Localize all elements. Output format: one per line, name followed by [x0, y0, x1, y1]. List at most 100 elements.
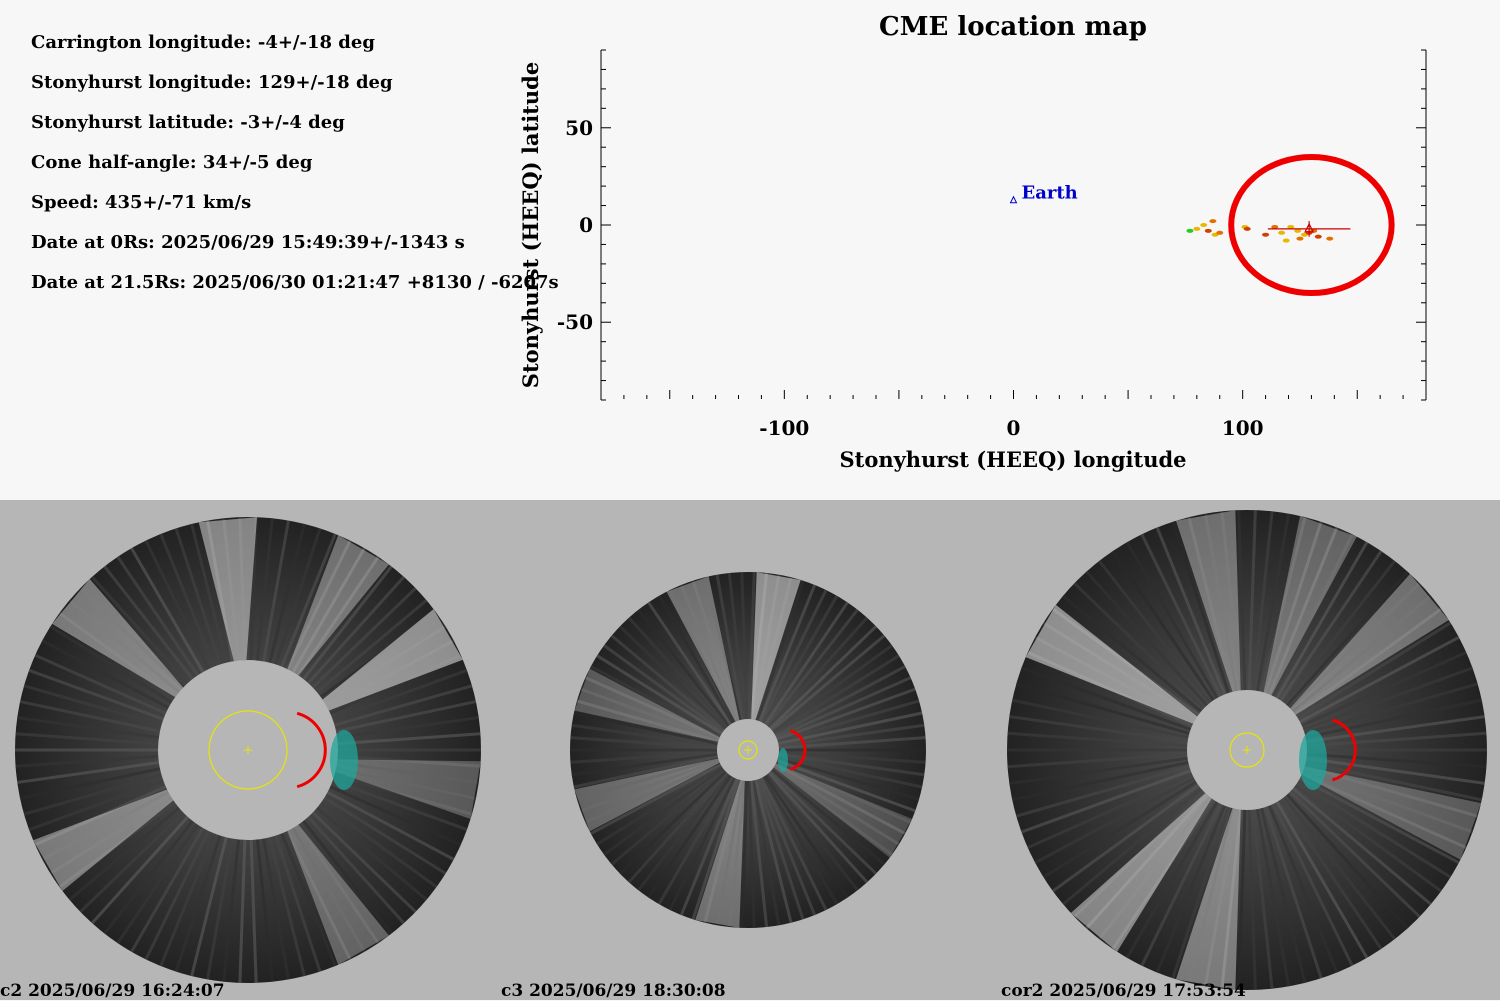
radial-streak — [1125, 801, 1219, 959]
radial-streak — [1247, 510, 1257, 691]
radial-streak — [332, 668, 468, 721]
coronal-streamer — [287, 535, 389, 676]
radial-streak — [1020, 769, 1192, 834]
radial-streak — [302, 819, 393, 935]
radial-streak — [255, 839, 274, 982]
radial-streak — [1098, 559, 1212, 704]
radial-streak — [1260, 807, 1307, 984]
radial-streak — [603, 767, 724, 856]
radial-streak — [703, 576, 742, 721]
detection-point — [1294, 228, 1302, 233]
radial-streak — [576, 699, 719, 743]
radial-streak — [190, 836, 228, 977]
radial-streak — [657, 776, 734, 905]
radial-streak — [291, 547, 366, 673]
radial-streak — [751, 780, 781, 926]
radial-streak — [749, 780, 769, 928]
radial-streak — [255, 518, 274, 661]
radial-streak — [596, 765, 723, 846]
radial-streak — [17, 761, 160, 784]
radial-streak — [323, 796, 447, 875]
param-cone-half-angle: Cone half-angle: 34+/-5 deg — [31, 152, 313, 173]
radial-streak — [1304, 765, 1479, 818]
radial-streak — [79, 811, 185, 913]
radial-streak — [580, 759, 720, 813]
detection-point — [1314, 234, 1322, 239]
radial-streak — [1297, 621, 1452, 720]
radial-streak — [1279, 550, 1383, 702]
coronagraph-disc-cor2 — [1007, 510, 1487, 990]
radial-streak — [1305, 761, 1483, 802]
radial-streak — [335, 767, 477, 800]
radial-streak — [1289, 582, 1421, 710]
radial-streak — [756, 580, 805, 721]
radial-streak — [1302, 769, 1474, 834]
radial-streak — [776, 759, 916, 813]
parameters-and-map-panel: Carrington longitude: -4+/-18 deg Stonyh… — [0, 0, 1500, 500]
radial-streak — [772, 644, 893, 733]
radial-streak — [573, 711, 718, 746]
coronal-streamer — [33, 789, 174, 891]
radial-streak — [1098, 796, 1212, 941]
radial-streak — [280, 832, 337, 967]
radial-streak — [291, 827, 366, 953]
radial-streak — [767, 772, 869, 884]
sun-outline — [1229, 732, 1265, 768]
radial-streak — [297, 823, 380, 945]
radial-streak — [268, 836, 306, 977]
radial-streak — [1062, 787, 1203, 906]
param-date-0rs: Date at 0Rs: 2025/06/29 15:49:39+/-1343 … — [31, 232, 465, 253]
coronal-streamer — [322, 609, 463, 711]
radial-streak — [760, 589, 828, 723]
radial-streak — [1286, 793, 1409, 930]
radial-streak — [315, 599, 428, 694]
coronal-streamer — [574, 668, 720, 742]
radial-streak — [1009, 715, 1188, 744]
radial-streak — [319, 801, 438, 889]
detection-point — [1278, 230, 1286, 235]
radial-streak — [103, 819, 194, 935]
cme-detection-blob — [1299, 730, 1327, 790]
radial-streak — [1073, 790, 1205, 918]
radial-streak — [765, 608, 859, 727]
radial-streak — [79, 587, 185, 689]
radial-streak — [580, 687, 720, 741]
radial-streak — [49, 796, 173, 875]
radial-streak — [1111, 550, 1215, 702]
radial-streak — [610, 768, 726, 866]
radial-streak — [679, 778, 738, 916]
radial-streak — [576, 757, 719, 801]
radial-streak — [777, 699, 920, 743]
radial-streak — [1282, 559, 1396, 704]
radial-streak — [286, 539, 352, 670]
radial-streak — [679, 584, 738, 722]
radial-streak — [206, 520, 234, 662]
radial-streak — [590, 665, 722, 737]
radial-streak — [1271, 803, 1354, 967]
coronal-streamer — [335, 759, 481, 819]
radial-streak — [15, 732, 159, 746]
radial-streak — [34, 653, 167, 715]
radial-streak — [668, 589, 736, 723]
radial-streak — [1294, 784, 1443, 893]
radial-streak — [174, 527, 222, 665]
radial-streak — [570, 736, 718, 750]
y-axis-label: Stonyhurst (HEEQ) latitude — [518, 62, 543, 388]
radial-streak — [41, 639, 170, 710]
radial-streak — [1034, 776, 1195, 864]
radial-streak — [1305, 698, 1483, 739]
cme-front-arc — [789, 729, 807, 771]
coronal-streamer — [1070, 793, 1212, 952]
coronagraph-disc-c2 — [15, 517, 481, 983]
radial-streak — [1271, 533, 1354, 697]
radial-streak — [1062, 594, 1203, 713]
detection-point — [1209, 219, 1217, 224]
radial-streak — [90, 815, 189, 925]
radial-streak — [618, 625, 727, 730]
radial-streak — [1015, 682, 1190, 735]
radial-streak — [657, 595, 734, 724]
map-axes: -100 0 100 50 0 -50 — [557, 49, 1427, 440]
sun-outline — [738, 740, 758, 760]
radial-streak — [15, 754, 159, 768]
radial-streak — [280, 533, 337, 668]
